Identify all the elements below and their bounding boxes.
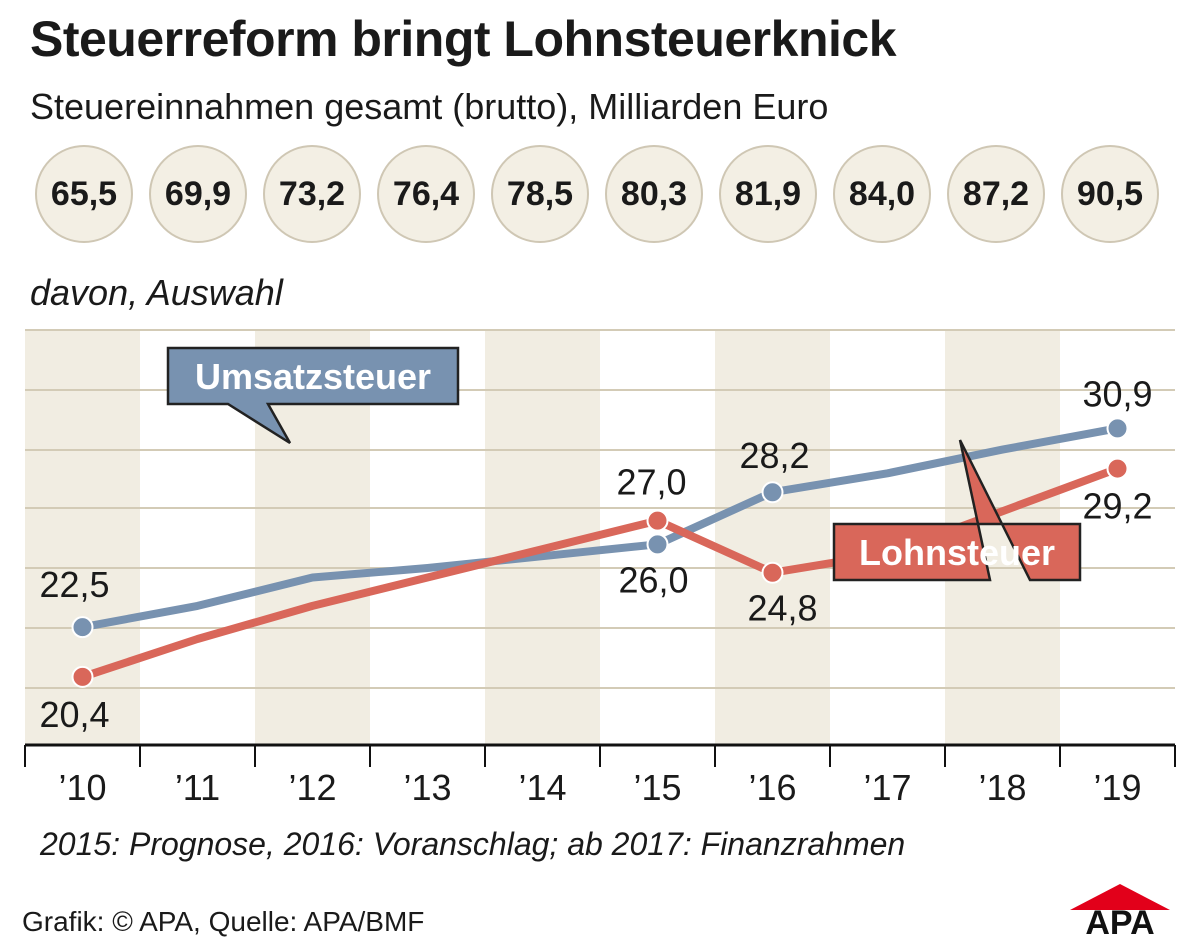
data-label: 22,5 bbox=[39, 564, 109, 605]
data-point bbox=[761, 561, 784, 584]
series-line bbox=[78, 424, 1122, 632]
total-circle: 84,0 bbox=[833, 145, 931, 243]
x-tick-label: ’17 bbox=[863, 767, 911, 808]
line-chart: ’10 ’11 ’12 ’13 ’14 ’15 ’16 ’17 ’18 ’19 Umsatzsteu… bbox=[24, 329, 1176, 808]
x-tick-label: ’15 bbox=[633, 767, 681, 808]
source-credit: Grafik: © APA, Quelle: APA/BMF bbox=[22, 906, 425, 937]
x-tick-label: ’18 bbox=[978, 767, 1026, 808]
x-tick-label: ’16 bbox=[748, 767, 796, 808]
data-label: 29,2 bbox=[1082, 486, 1152, 527]
data-point bbox=[646, 533, 669, 556]
column-band bbox=[715, 330, 830, 745]
total-circle: 90,5 bbox=[1061, 145, 1159, 243]
chart-subtitle: Steuereinnahmen gesamt (brutto), Milliar… bbox=[30, 86, 829, 127]
total-circle: 81,9 bbox=[719, 145, 817, 243]
total-circle: 65,5 bbox=[35, 145, 133, 243]
total-circle: 80,3 bbox=[605, 145, 703, 243]
data-point bbox=[646, 509, 669, 532]
total-circle: 87,2 bbox=[947, 145, 1045, 243]
legend-callout bbox=[166, 346, 460, 445]
legend-label: Lohnsteuer bbox=[859, 532, 1055, 573]
data-point bbox=[761, 481, 784, 504]
totals-row: 65,5 69,9 73,2 76,4 78,5 80,3 81,9 84,0 … bbox=[35, 145, 1185, 255]
x-tick-label: ’12 bbox=[288, 767, 336, 808]
data-label: 20,4 bbox=[39, 694, 109, 735]
data-label: 30,9 bbox=[1082, 373, 1152, 414]
apa-logo: APA bbox=[1070, 884, 1170, 942]
x-tick-label: ’11 bbox=[175, 767, 220, 808]
data-point bbox=[71, 616, 94, 639]
data-label: 26,0 bbox=[618, 559, 688, 600]
chart-title: Steuerreform bringt Lohnsteuerknick bbox=[30, 11, 897, 67]
total-circle: 78,5 bbox=[491, 145, 589, 243]
x-tick-label: ’10 bbox=[58, 767, 106, 808]
x-tick-label: ’19 bbox=[1093, 767, 1141, 808]
data-label: 24,8 bbox=[747, 588, 817, 629]
footnote: 2015: Prognose, 2016: Voranschlag; ab 20… bbox=[40, 826, 906, 862]
svg-text:APA: APA bbox=[1085, 904, 1154, 942]
legend-callout bbox=[832, 439, 1082, 582]
data-point bbox=[1106, 417, 1129, 440]
data-point bbox=[71, 665, 94, 688]
total-circle: 76,4 bbox=[377, 145, 475, 243]
data-point bbox=[1106, 457, 1129, 480]
total-circle: 69,9 bbox=[149, 145, 247, 243]
legend-label: Umsatzsteuer bbox=[195, 356, 431, 397]
data-label: 27,0 bbox=[616, 462, 686, 503]
x-tick-label: ’14 bbox=[518, 767, 566, 808]
section-label: davon, Auswahl bbox=[30, 272, 283, 313]
x-tick-label: ’13 bbox=[403, 767, 451, 808]
total-circle: 73,2 bbox=[263, 145, 361, 243]
data-label: 28,2 bbox=[739, 435, 809, 476]
